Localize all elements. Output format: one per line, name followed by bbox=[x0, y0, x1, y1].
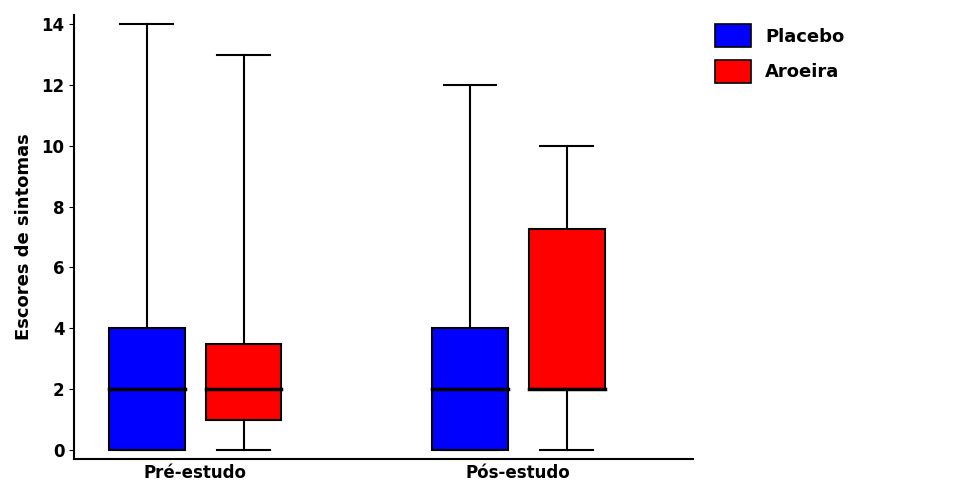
Bar bbox=[529, 230, 605, 389]
Bar bbox=[206, 343, 281, 419]
Legend: Placebo, Aroeira: Placebo, Aroeira bbox=[715, 24, 845, 83]
Y-axis label: Escores de sintomas: Escores de sintomas bbox=[15, 134, 33, 340]
Bar bbox=[432, 329, 508, 450]
Bar bbox=[109, 329, 185, 450]
